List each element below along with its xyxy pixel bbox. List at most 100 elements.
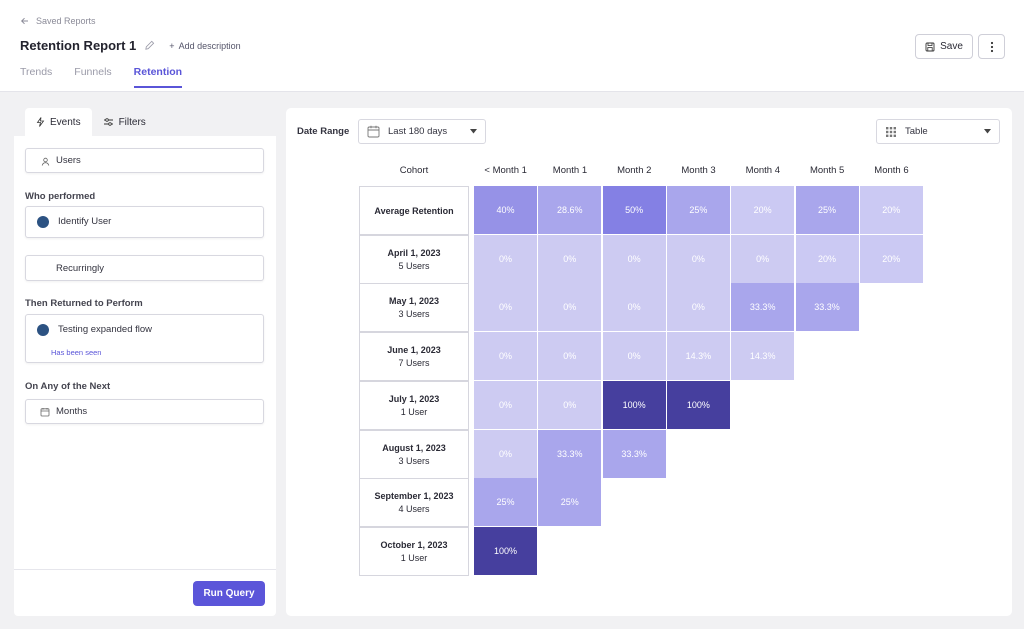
retention-cell[interactable]: 14.3% bbox=[666, 332, 730, 381]
retention-cell[interactable]: 0% bbox=[602, 234, 666, 283]
retention-cell[interactable]: 50% bbox=[602, 186, 666, 234]
cohort-name: October 1, 2023 bbox=[380, 539, 448, 550]
caret-down-icon bbox=[470, 129, 477, 134]
tab-filters-label: Filters bbox=[118, 116, 146, 128]
retention-cell[interactable]: 0% bbox=[474, 234, 537, 283]
retention-cell[interactable]: 25% bbox=[474, 478, 537, 527]
date-range-label: Date Range bbox=[297, 126, 350, 137]
tab-retention[interactable]: Retention bbox=[133, 66, 183, 88]
who-performed-event-select[interactable]: Identify User bbox=[25, 206, 264, 238]
cohort-cell: April 1, 2023 5 Users bbox=[359, 234, 469, 284]
plus-icon: + bbox=[169, 40, 175, 51]
retention-cell[interactable]: 40% bbox=[474, 186, 537, 234]
sliders-icon bbox=[103, 117, 114, 127]
retention-cell[interactable]: 14.3% bbox=[731, 332, 795, 381]
column-header: Month 1 bbox=[552, 165, 588, 176]
frequency-label: Recurringly bbox=[56, 263, 105, 274]
retention-cell[interactable]: 0% bbox=[538, 332, 602, 381]
calendar-icon bbox=[367, 125, 380, 138]
cohort-cell: July 1, 2023 1 User bbox=[359, 380, 469, 430]
retention-cell[interactable]: 0% bbox=[602, 332, 666, 381]
add-description-label: Add description bbox=[178, 40, 241, 51]
retention-cell[interactable]: 33.3% bbox=[602, 429, 666, 478]
pencil-icon[interactable] bbox=[144, 40, 155, 51]
users-select[interactable]: Users bbox=[25, 148, 264, 173]
cohort-name: June 1, 2023 bbox=[387, 345, 441, 356]
who-performed-event: Identify User bbox=[58, 216, 112, 227]
retention-cell[interactable]: 0% bbox=[474, 283, 537, 332]
cohort-cell: June 1, 2023 7 Users bbox=[359, 332, 469, 382]
cohort-cell: October 1, 2023 1 User bbox=[359, 526, 469, 576]
who-performed-label: Who performed bbox=[25, 191, 96, 202]
report-tabs: Trends Funnels Retention bbox=[20, 66, 183, 88]
retention-cell[interactable]: 20% bbox=[731, 186, 795, 234]
cohort-users: 5 Users bbox=[398, 260, 430, 271]
retention-cell[interactable]: 25% bbox=[538, 478, 602, 527]
save-label: Save bbox=[940, 41, 963, 52]
returned-event: Testing expanded flow bbox=[58, 324, 153, 335]
retention-cell[interactable]: 100% bbox=[474, 526, 537, 575]
vertical-ellipsis-icon bbox=[990, 41, 994, 53]
cohort-cell: August 1, 2023 3 Users bbox=[359, 429, 469, 479]
view-type-value: Table bbox=[905, 126, 928, 137]
cohort-users: 3 Users bbox=[398, 455, 430, 466]
breadcrumb-label: Saved Reports bbox=[36, 16, 96, 26]
tab-events[interactable]: Events bbox=[25, 108, 92, 136]
tab-trends[interactable]: Trends bbox=[20, 66, 53, 78]
retention-cell[interactable]: 0% bbox=[538, 380, 602, 429]
retention-cell[interactable]: 0% bbox=[538, 234, 602, 283]
retention-cell[interactable]: 0% bbox=[474, 332, 537, 381]
add-description-button[interactable]: + Add description bbox=[169, 41, 240, 51]
tab-funnels[interactable]: Funnels bbox=[74, 66, 112, 78]
retention-cell[interactable]: 0% bbox=[666, 234, 730, 283]
retention-cell[interactable]: 0% bbox=[474, 380, 537, 429]
cohort-cell: September 1, 2023 4 Users bbox=[359, 478, 469, 528]
retention-cell[interactable]: 33.3% bbox=[538, 429, 602, 478]
floppy-disk-icon bbox=[925, 42, 935, 52]
frequency-select[interactable]: Recurringly bbox=[25, 255, 264, 281]
retention-cell[interactable]: 28.6% bbox=[538, 186, 602, 234]
calendar-icon bbox=[40, 407, 50, 417]
retention-cell[interactable]: 0% bbox=[474, 429, 537, 478]
retention-cell[interactable]: 100% bbox=[602, 380, 666, 429]
retention-cell[interactable]: 0% bbox=[666, 283, 730, 332]
date-range-select[interactable]: Last 180 days bbox=[358, 119, 486, 144]
cohort-name: May 1, 2023 bbox=[388, 296, 440, 307]
retention-cell[interactable]: 20% bbox=[859, 234, 923, 283]
retention-cell[interactable]: 33.3% bbox=[795, 283, 859, 332]
run-query-button[interactable]: Run Query bbox=[193, 581, 265, 606]
returned-hint[interactable]: Has been seen bbox=[51, 348, 102, 357]
cohort-users: 3 Users bbox=[398, 309, 430, 320]
retention-cell[interactable]: 0% bbox=[538, 283, 602, 332]
user-icon bbox=[40, 156, 50, 166]
cohort-users: 1 User bbox=[400, 552, 428, 563]
column-header: Month 3 bbox=[681, 165, 716, 176]
retention-cell[interactable]: 20% bbox=[859, 186, 923, 234]
retention-cell[interactable]: 33.3% bbox=[731, 283, 795, 332]
cohort-cell: Average Retention bbox=[359, 186, 469, 235]
view-type-select[interactable]: Table bbox=[876, 119, 1000, 144]
column-header: Month 4 bbox=[745, 165, 780, 176]
breadcrumb[interactable]: Saved Reports bbox=[20, 16, 96, 26]
retention-cell[interactable]: 25% bbox=[795, 186, 859, 234]
tab-filters[interactable]: Filters bbox=[92, 108, 157, 136]
cohort-name: Average Retention bbox=[374, 205, 454, 216]
retention-cell[interactable]: 20% bbox=[795, 234, 859, 283]
retention-cell[interactable]: 100% bbox=[666, 380, 730, 429]
column-header: Month 2 bbox=[617, 165, 652, 176]
retention-cell[interactable]: 25% bbox=[666, 186, 730, 234]
retention-cell[interactable]: 0% bbox=[731, 234, 795, 283]
save-button[interactable]: Save bbox=[915, 34, 973, 59]
event-dot-icon bbox=[37, 216, 49, 228]
retention-cell[interactable]: 0% bbox=[602, 283, 666, 332]
returned-event-select[interactable]: Testing expanded flow Has been seen bbox=[25, 314, 264, 363]
cohort-cell: May 1, 2023 3 Users bbox=[359, 283, 469, 333]
query-tabs: Events Filters bbox=[25, 108, 157, 136]
arrow-left-icon bbox=[20, 16, 30, 26]
more-options-button[interactable] bbox=[978, 34, 1005, 59]
cohort-name: September 1, 2023 bbox=[374, 491, 454, 502]
cohort-users: 4 Users bbox=[398, 504, 430, 515]
page-title: Retention Report 1 bbox=[20, 38, 137, 53]
period-select[interactable]: Months bbox=[25, 399, 264, 424]
caret-down-icon bbox=[984, 129, 991, 134]
